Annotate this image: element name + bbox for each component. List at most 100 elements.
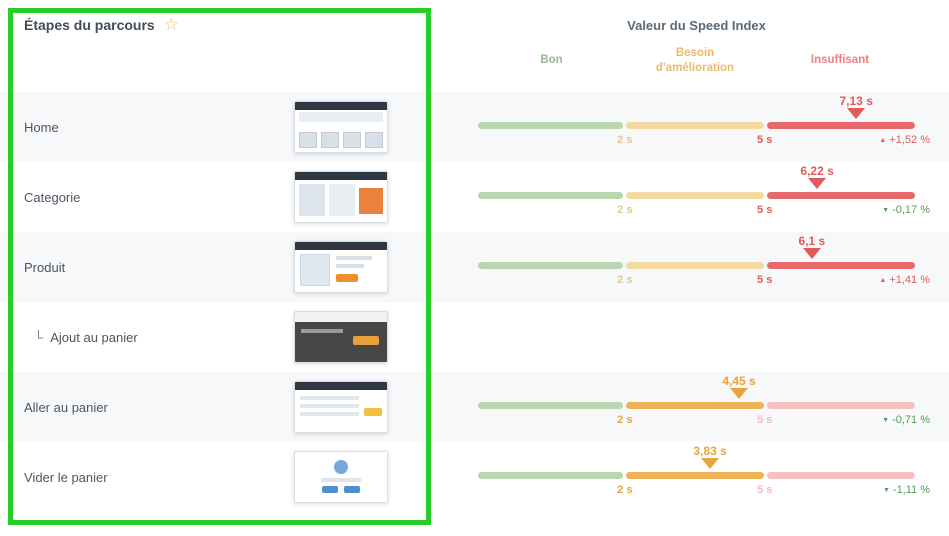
table-row: Produit 6,1 s 2 s 5 s ▲ +1,41 % — [0, 232, 949, 302]
gauge-tick-2s: 2 s — [617, 204, 633, 216]
table-row: Categorie 6,22 s 2 s 5 s ▼ -0,17 % — [0, 162, 949, 232]
step-thumbnail[interactable] — [294, 311, 388, 363]
step-label: Categorie — [24, 190, 294, 205]
gauge-segment-good — [478, 472, 623, 479]
speed-index-gauge: 7,13 s 2 s 5 s ▲ +1,52 % — [478, 92, 938, 162]
gauge-segment-bad — [766, 402, 916, 409]
step-thumbnail[interactable] — [294, 451, 388, 503]
journey-steps-title: Étapes du parcours — [24, 16, 155, 33]
speed-index-value: 4,45 s — [722, 374, 756, 388]
speed-index-gauge — [478, 302, 938, 372]
step-name: Home — [24, 119, 59, 135]
step-label: Aller au panier — [24, 400, 294, 415]
step-label: └ Ajout au panier — [24, 330, 294, 345]
gauge-marker-icon — [847, 108, 866, 119]
trend-indicator: ▼ -0,71 % — [882, 414, 930, 426]
trend-arrow-icon: ▼ — [882, 207, 890, 214]
trend-indicator: ▼ -0,17 % — [882, 204, 930, 216]
step-name: Ajout au panier — [50, 329, 138, 345]
zone-labels: Bon Besoin d'amélioration Insuffisant — [478, 46, 915, 76]
gauge-segment-bad — [766, 192, 916, 199]
star-icon[interactable]: ☆ — [163, 15, 179, 34]
journey-steps-header: Étapes du parcours ☆ — [24, 16, 179, 33]
gauge-bar — [478, 262, 916, 269]
gauge-segment-bad — [766, 122, 916, 129]
table-row: Vider le panier 3,83 s 2 s 5 s ▼ -1,11 % — [0, 442, 949, 512]
trend-arrow-icon: ▼ — [882, 487, 890, 494]
step-name: Vider le panier — [24, 469, 108, 485]
table-header: Étapes du parcours ☆ Valeur du Speed Ind… — [0, 0, 949, 92]
step-cell: Categorie — [0, 162, 430, 232]
trend-indicator: ▼ -1,11 % — [883, 484, 930, 496]
trend-indicator: ▲ +1,41 % — [879, 274, 930, 286]
gauge-marker-icon — [802, 248, 821, 259]
step-cell: Produit — [0, 232, 430, 302]
speed-index-value: 6,22 s — [800, 164, 834, 178]
gauge-segment-good — [478, 192, 623, 199]
gauge-segment-good — [478, 402, 623, 409]
step-cell: Aller au panier — [0, 372, 430, 442]
step-cell: Home — [0, 92, 430, 162]
gauge-marker-icon — [808, 178, 827, 189]
gauge-marker-icon — [701, 458, 720, 469]
speed-index-title: Valeur du Speed Index — [627, 18, 766, 33]
table-row: Home 7,13 s 2 s 5 s ▲ +1,52 % — [0, 92, 949, 162]
step-thumbnail[interactable] — [294, 241, 388, 293]
step-name: Produit — [24, 259, 66, 275]
speed-index-header: Valeur du Speed Index Bon Besoin d'améli… — [478, 18, 915, 76]
gauge-tick-5s: 5 s — [757, 484, 773, 496]
gauge-bar — [478, 402, 916, 409]
trend-arrow-icon: ▲ — [879, 137, 887, 144]
trend-arrow-icon: ▲ — [879, 277, 887, 284]
trend-value: +1,52 % — [889, 134, 930, 146]
gauge-segment-mid — [625, 472, 764, 479]
gauge-bar — [478, 472, 916, 479]
step-label: Vider le panier — [24, 470, 294, 485]
gauge-bar — [478, 122, 916, 129]
step-thumbnail[interactable] — [294, 101, 388, 153]
speed-index-gauge: 6,22 s 2 s 5 s ▼ -0,17 % — [478, 162, 938, 232]
gauge-tick-5s: 5 s — [757, 274, 773, 286]
gauge-tick-5s: 5 s — [757, 204, 773, 216]
step-thumbnail[interactable] — [294, 381, 388, 433]
gauge-segment-bad — [766, 472, 916, 479]
zone-label-needs-improvement: Besoin d'amélioration — [655, 47, 735, 74]
gauge-marker-icon — [730, 388, 748, 399]
gauge-segment-mid — [625, 262, 764, 269]
speed-index-value: 6,1 s — [798, 234, 826, 248]
gauge-segment-mid — [625, 402, 764, 409]
step-name: Categorie — [24, 189, 81, 205]
substep-indent-icon: └ — [34, 329, 44, 345]
trend-value: -0,17 % — [892, 204, 930, 216]
step-thumbnail[interactable] — [294, 171, 388, 223]
step-name: Aller au panier — [24, 399, 108, 415]
step-cell: └ Ajout au panier — [0, 302, 430, 372]
trend-value: +1,41 % — [889, 274, 930, 286]
trend-arrow-icon: ▼ — [882, 417, 890, 424]
trend-value: -1,11 % — [892, 484, 930, 496]
gauge-tick-5s: 5 s — [757, 134, 773, 146]
gauge-segment-mid — [625, 122, 764, 129]
speed-index-value: 7,13 s — [839, 94, 873, 108]
zone-label-insufficient: Insuffisant — [810, 54, 870, 67]
table-row: └ Ajout au panier — [0, 302, 949, 372]
gauge-segment-bad — [766, 262, 916, 269]
step-label: Produit — [24, 260, 294, 275]
gauge-tick-2s: 2 s — [617, 274, 633, 286]
trend-indicator: ▲ +1,52 % — [879, 134, 930, 146]
speed-index-value: 3,83 s — [693, 444, 727, 458]
gauge-segment-good — [478, 262, 623, 269]
step-label: Home — [24, 120, 294, 135]
table-row: Aller au panier 4,45 s 2 s 5 s ▼ -0,71 % — [0, 372, 949, 442]
speed-index-gauge: 3,83 s 2 s 5 s ▼ -1,11 % — [478, 442, 938, 512]
speed-index-gauge: 6,1 s 2 s 5 s ▲ +1,41 % — [478, 232, 938, 302]
gauge-segment-good — [478, 122, 623, 129]
gauge-tick-2s: 2 s — [617, 414, 633, 426]
gauge-tick-2s: 2 s — [617, 134, 633, 146]
step-cell: Vider le panier — [0, 442, 430, 512]
gauge-bar — [478, 192, 916, 199]
zone-label-good: Bon — [540, 54, 563, 67]
gauge-segment-mid — [625, 192, 764, 199]
